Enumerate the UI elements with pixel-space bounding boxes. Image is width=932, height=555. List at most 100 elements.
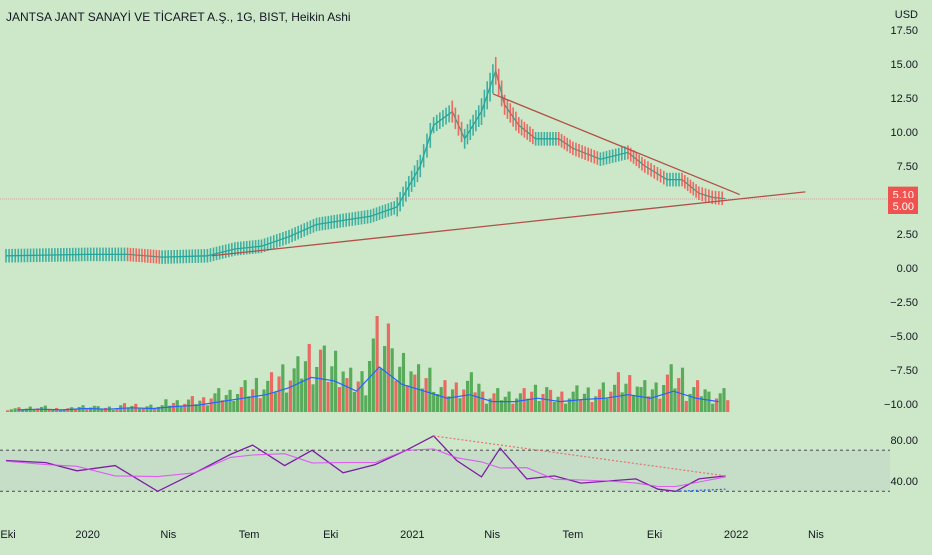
candle (454, 107, 457, 130)
candle (540, 132, 543, 146)
volume-bar (703, 389, 707, 412)
candle (517, 117, 520, 134)
volume-bar (488, 398, 492, 412)
volume-bar (394, 380, 398, 412)
volume-bar (503, 396, 507, 412)
volume-bar (183, 403, 187, 412)
candle (460, 121, 463, 143)
candle (333, 214, 336, 229)
price-tick-label: −2.50 (890, 297, 918, 309)
volume-bar (658, 398, 662, 412)
volume-bar (383, 346, 387, 412)
candle (678, 172, 680, 187)
volume-bar (168, 405, 172, 412)
candle (708, 189, 710, 204)
candle (354, 211, 357, 226)
volume-bar (300, 378, 304, 412)
candle (32, 248, 35, 263)
candle (146, 249, 149, 263)
volume-bar (473, 392, 477, 412)
volume-bar (447, 396, 451, 412)
volume-bar (624, 383, 628, 412)
price-panel (5, 56, 806, 264)
candle (480, 98, 483, 125)
volume-bar (684, 400, 688, 412)
price-tick-label: 17.50 (890, 25, 918, 37)
rsi-tick-label: 80.00 (890, 435, 918, 447)
volume-bar (247, 396, 251, 412)
time-label: Nis (808, 529, 824, 541)
candle (532, 128, 534, 145)
volume-bar (635, 386, 639, 412)
candle (89, 247, 92, 262)
candle (357, 211, 360, 225)
candle (26, 248, 29, 263)
candle (520, 119, 523, 136)
candle (366, 209, 369, 224)
candle (266, 237, 269, 251)
volume-bar (315, 367, 319, 412)
volume-bar (349, 367, 353, 412)
time-label: 2021 (400, 529, 424, 541)
price-badge (888, 198, 918, 214)
candle (451, 100, 454, 123)
volume-bar (609, 391, 613, 412)
candle (324, 216, 327, 230)
candle (402, 186, 404, 207)
candle (721, 191, 723, 206)
rsi-panel (0, 435, 890, 493)
candle (692, 181, 695, 196)
candle (393, 201, 396, 215)
candle (74, 247, 77, 262)
candle (509, 103, 512, 123)
volume-bar (409, 371, 413, 412)
candle (557, 131, 560, 146)
volume-bar (511, 403, 515, 412)
volume-bar (6, 410, 10, 412)
candle (704, 188, 707, 203)
candle (643, 159, 646, 173)
candle (288, 229, 290, 244)
candle (191, 249, 194, 264)
candle (144, 248, 146, 263)
candle (348, 212, 351, 227)
candle (86, 247, 89, 262)
candle (80, 247, 83, 262)
candle (621, 147, 623, 161)
candle (242, 241, 245, 255)
candle (718, 191, 720, 205)
candle (60, 248, 62, 262)
candle (448, 105, 450, 123)
candle (294, 227, 296, 241)
volume-bar (613, 384, 617, 412)
candle (132, 248, 135, 262)
volume-bar (673, 388, 677, 412)
volume-bar (243, 380, 247, 412)
candle (666, 172, 668, 187)
candle (260, 239, 263, 254)
candle (466, 124, 469, 145)
volume-bar (164, 399, 168, 412)
candle (158, 250, 161, 264)
volume-bar (24, 408, 29, 412)
candle (215, 246, 218, 261)
candle (279, 233, 281, 247)
candle (611, 149, 614, 163)
candle (327, 215, 330, 230)
candle (20, 248, 23, 263)
volume-bar (88, 407, 93, 412)
volume-bar (548, 389, 553, 412)
candle (234, 242, 236, 256)
candle (105, 247, 107, 262)
candle (117, 247, 120, 262)
candle (108, 247, 110, 262)
candle (390, 202, 393, 216)
volume-bar (85, 409, 89, 412)
candle (339, 214, 341, 228)
candle (17, 248, 20, 263)
price-tick-label: 2.50 (897, 229, 918, 241)
volume-bar (137, 408, 142, 412)
volume-bar (699, 396, 703, 412)
volume-bar (9, 409, 13, 412)
